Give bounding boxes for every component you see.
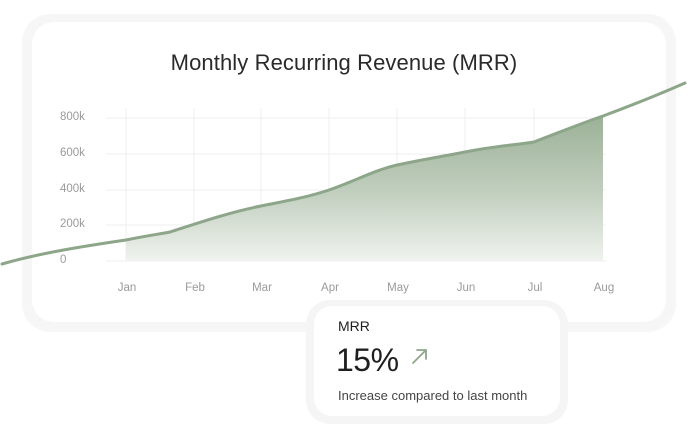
arrow-up-right-icon xyxy=(412,349,427,364)
x-tick-mar: Mar xyxy=(252,282,272,294)
x-tick-jul: Jul xyxy=(527,282,543,294)
area-fill xyxy=(126,116,603,261)
x-tick-jan: Jan xyxy=(117,282,137,294)
x-tick-aug: Aug xyxy=(593,282,615,294)
x-tick-apr: Apr xyxy=(321,282,339,294)
x-tick-jun: Jun xyxy=(456,282,476,294)
stat-description: Increase compared to last month xyxy=(338,388,528,403)
y-tick-600k: 600k xyxy=(60,147,85,159)
mrr-line xyxy=(0,81,687,266)
x-tick-may: May xyxy=(387,282,409,294)
y-tick-200k: 200k xyxy=(60,218,85,230)
stat-value: 15% xyxy=(336,342,399,378)
y-tick-400k: 400k xyxy=(60,183,85,195)
mrr-stat-card: MRR 15% Increase compared to last month xyxy=(314,306,560,416)
y-tick-0: 0 xyxy=(60,254,67,266)
y-tick-800k: 800k xyxy=(60,111,85,123)
chart-title: Monthly Recurring Revenue (MRR) xyxy=(170,50,518,75)
stat-label: MRR xyxy=(338,318,370,334)
x-tick-feb: Feb xyxy=(185,282,205,294)
